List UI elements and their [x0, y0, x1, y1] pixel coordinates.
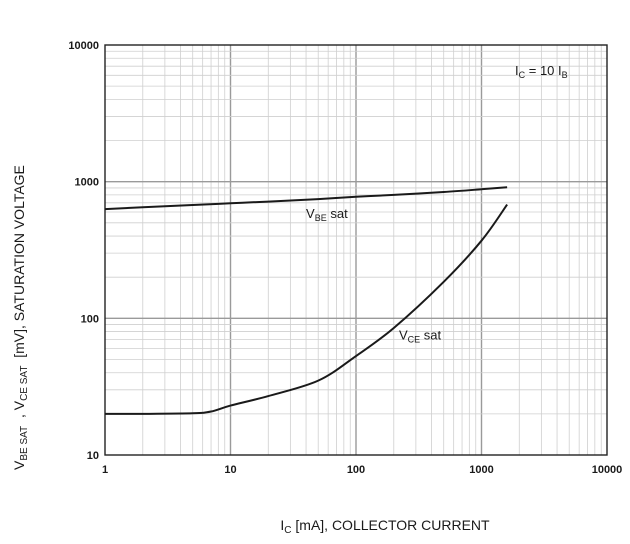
y-tick-label: 10 — [87, 450, 99, 462]
condition-label: IC = 10 IB — [515, 63, 568, 80]
y-axis-label: VBE SAT , VCE SAT [mV], SATURATION VOLTA… — [11, 165, 30, 470]
y-tick-label: 10000 — [68, 40, 99, 52]
vce-sat-label: VCE sat — [399, 328, 442, 345]
x-tick-label: 1000 — [469, 464, 493, 476]
vbe-sat-label: VBE sat — [306, 206, 348, 223]
plot-frame — [104, 44, 608, 456]
vbe-sat-line — [104, 186, 508, 211]
x-tick-labels: 1 10 100 1000 10000 — [102, 464, 622, 476]
x-tick-label: 10 — [224, 464, 236, 476]
x-axis-label: IC [mA], COLLECTOR CURRENT — [280, 517, 490, 536]
y-tick-label: 1000 — [75, 177, 99, 189]
x-tick-label: 10000 — [592, 464, 623, 476]
y-tick-label: 100 — [81, 313, 99, 325]
x-tick-label: 1 — [102, 464, 108, 476]
series-layer: VBE sat VCE sat — [104, 186, 508, 415]
grid — [105, 45, 607, 455]
vce-sat-line — [104, 203, 508, 415]
x-tick-label: 100 — [347, 464, 365, 476]
y-tick-labels: 10 100 1000 10000 — [68, 40, 99, 462]
